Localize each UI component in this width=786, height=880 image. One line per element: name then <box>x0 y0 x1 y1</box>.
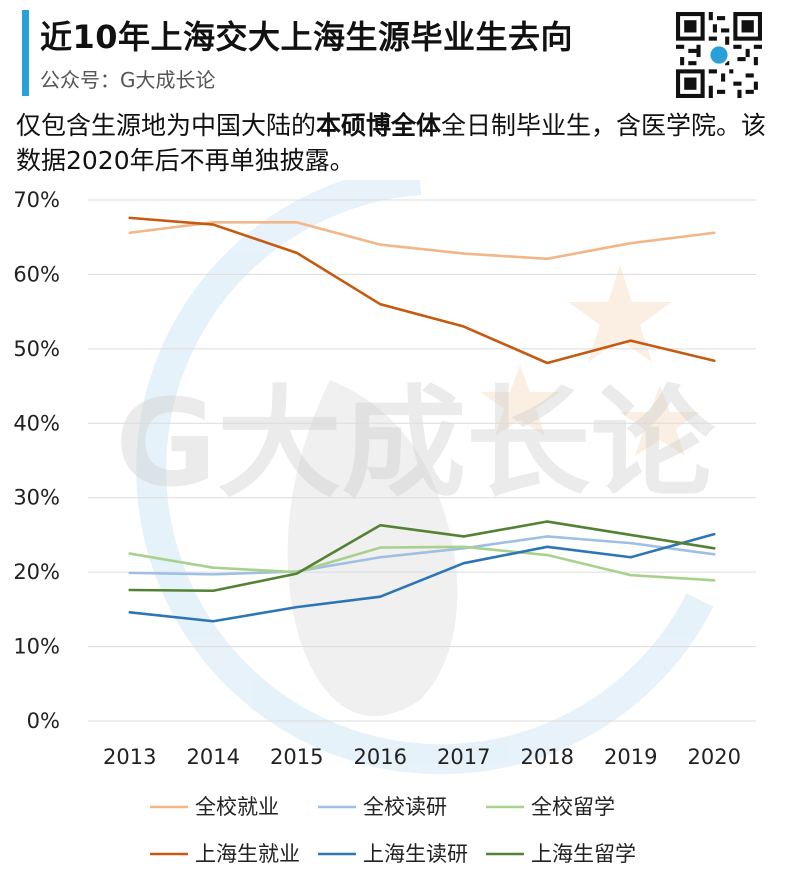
legend-label: 上海生就业 <box>195 842 300 866</box>
y-tick-label: 0% <box>27 709 60 733</box>
series-line <box>128 221 716 261</box>
x-tick-label: 2014 <box>187 745 240 769</box>
series-line <box>128 535 716 576</box>
legend-label: 全校留学 <box>531 795 615 819</box>
y-tick-label: 10% <box>13 635 60 659</box>
legend-label: 全校就业 <box>195 795 279 819</box>
x-tick-label: 2017 <box>437 745 490 769</box>
series-line <box>128 532 716 623</box>
y-tick-label: 20% <box>13 560 60 584</box>
series-line <box>128 216 716 365</box>
qr-code-icon <box>676 12 762 98</box>
y-tick-label: 70% <box>13 188 60 212</box>
y-tick-label: 50% <box>13 337 60 361</box>
y-tick-label: 60% <box>13 262 60 286</box>
x-tick-label: 2016 <box>354 745 407 769</box>
y-axis: 0% 10% 20% 30% 40% 50% 60% 70% <box>13 188 60 733</box>
watermark: G大成长论 <box>115 180 716 775</box>
y-tick-label: 30% <box>13 486 60 510</box>
line-chart: G大成长论 0%10%20%30%40%50%60%70% 2013 2014 20… <box>13 180 756 866</box>
series-line <box>128 545 716 582</box>
legend-label: 全校读研 <box>363 795 447 819</box>
x-axis: 2013 2014 2015 2016 2017 2018 2019 2020 <box>103 745 741 769</box>
x-tick-label: 2013 <box>103 745 156 769</box>
title-accent-bar <box>22 10 29 96</box>
x-tick-label: 2020 <box>688 745 741 769</box>
legend-label: 上海生留学 <box>531 842 636 866</box>
gridlines <box>88 199 756 722</box>
x-tick-label: 2019 <box>604 745 657 769</box>
account-name: 公众号：G大成长论 <box>40 68 216 92</box>
note-text-bold: 本硕博全体 <box>316 111 442 140</box>
watermark-text: G大成长论 <box>115 375 716 514</box>
chart-note: 仅包含生源地为中国大陆的本硕博全体全日制毕业生，含医学院。该数据2020年后不再… <box>16 108 776 178</box>
x-tick-label: 2015 <box>270 745 323 769</box>
note-text-before: 仅包含生源地为中国大陆的 <box>16 111 317 140</box>
series-line <box>128 520 716 593</box>
x-tick-label: 2018 <box>521 745 574 769</box>
series-lines <box>128 216 716 623</box>
legend-label: 上海生读研 <box>363 842 468 866</box>
note-text-after: 全日制毕业生，含医学院。该数据2020年后不再单独披露。 <box>16 111 767 175</box>
page-title: 近10年上海交大上海生源毕业生去向 <box>40 18 574 56</box>
y-tick-label: 40% <box>13 411 60 435</box>
